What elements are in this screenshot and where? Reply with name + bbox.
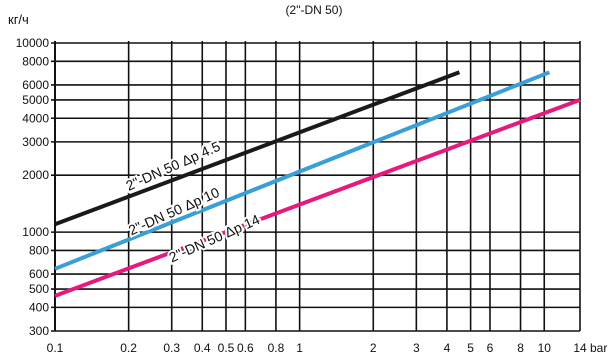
y-tick-label: 300: [29, 324, 49, 338]
x-tick-label: 10: [538, 341, 552, 355]
y-tick-label: 400: [29, 300, 49, 314]
series-line: [54, 70, 551, 271]
x-tick-label: 0.6: [237, 341, 254, 355]
y-tick-label: 8000: [22, 54, 49, 68]
chart-title: (2"-DN 50): [286, 3, 343, 17]
y-tick-label: 2000: [22, 168, 49, 182]
series-lines: [54, 70, 581, 298]
x-tick-label: 0.1: [47, 341, 64, 355]
y-tick-label: 3000: [22, 135, 49, 149]
y-tick-label: 500: [29, 282, 49, 296]
y-tick-label: 4000: [22, 111, 49, 125]
x-tick-label: 0.5: [218, 341, 235, 355]
x-tick-label: 0.4: [194, 341, 211, 355]
x-tick-label: 4: [444, 341, 451, 355]
horizontal-gridlines: [51, 42, 580, 332]
vertical-gridlines: [54, 41, 581, 331]
x-tick-label: 14: [573, 341, 587, 355]
x-tick-label: 2: [370, 341, 377, 355]
y-axis-label: кг/ч: [8, 12, 29, 27]
x-tick-label: 6: [487, 341, 494, 355]
x-axis-unit: bar: [590, 341, 607, 355]
series-line: [54, 98, 581, 298]
x-tick-label: 1: [296, 341, 303, 355]
y-tick-label: 6000: [22, 78, 49, 92]
x-tick-label: 0.3: [163, 341, 180, 355]
x-tick-label: 0.2: [120, 341, 137, 355]
series-annotations: 2"-DN 50 Δp 4.52"-DN 50 Δp 102"-DN 50 Δp…: [121, 136, 264, 268]
x-tick-label: 5: [467, 341, 474, 355]
y-tick-label: 1000: [22, 225, 49, 239]
y-tick-label: 10000: [16, 36, 50, 50]
y-tick-label: 800: [29, 243, 49, 257]
x-tick-label: 3: [413, 341, 420, 355]
x-tick-labels: 0.1 0.2 0.3 0.4 0.5 0.6 0.8 1 2 3 4 5 6 8 10 14: [47, 341, 587, 355]
y-tick-label: 600: [29, 267, 49, 281]
series-line: [54, 70, 461, 227]
y-tick-label: 5000: [22, 93, 49, 107]
x-tick-label: 8: [517, 341, 524, 355]
x-tick-label: 0.8: [268, 341, 285, 355]
